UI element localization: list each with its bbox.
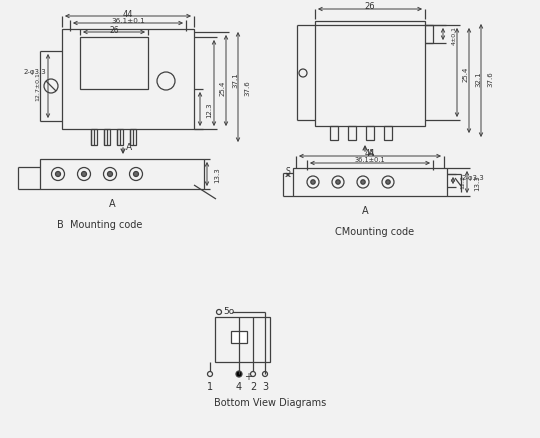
Circle shape bbox=[386, 180, 390, 185]
Text: 2: 2 bbox=[250, 381, 256, 391]
Circle shape bbox=[336, 180, 340, 185]
Text: A: A bbox=[126, 143, 132, 152]
Text: 37.6: 37.6 bbox=[487, 71, 493, 87]
Text: S: S bbox=[286, 167, 291, 176]
Text: A: A bbox=[362, 205, 368, 215]
Bar bbox=[293, 169, 447, 197]
Text: 32.1: 32.1 bbox=[475, 71, 481, 87]
Text: 2-φ3.3: 2-φ3.3 bbox=[462, 175, 484, 180]
Bar bbox=[91, 130, 97, 146]
Text: 26: 26 bbox=[364, 1, 375, 11]
Bar bbox=[215, 317, 270, 362]
Text: 25.4: 25.4 bbox=[220, 80, 226, 95]
Circle shape bbox=[56, 172, 60, 177]
Text: 36.1±0.1: 36.1±0.1 bbox=[111, 18, 145, 24]
Bar bbox=[384, 127, 392, 141]
Text: 36.1±0.1: 36.1±0.1 bbox=[355, 157, 386, 162]
Text: 12.3: 12.3 bbox=[206, 102, 212, 117]
Text: 12.7±0.1: 12.7±0.1 bbox=[36, 72, 40, 101]
Text: 44: 44 bbox=[364, 148, 375, 157]
Text: A: A bbox=[368, 148, 374, 157]
Bar bbox=[62, 30, 194, 130]
Text: 4: 4 bbox=[236, 381, 242, 391]
Bar bbox=[40, 159, 204, 190]
Text: 25.4: 25.4 bbox=[463, 66, 469, 81]
Circle shape bbox=[82, 172, 86, 177]
Bar bbox=[315, 22, 425, 127]
Bar bbox=[348, 127, 356, 141]
Text: A: A bbox=[109, 198, 116, 208]
Text: 37.6: 37.6 bbox=[244, 80, 250, 95]
Circle shape bbox=[361, 180, 365, 185]
Circle shape bbox=[311, 180, 315, 185]
Text: +: + bbox=[244, 371, 252, 381]
Text: Bottom View Diagrams: Bottom View Diagrams bbox=[214, 397, 326, 407]
Bar bbox=[330, 127, 338, 141]
Bar bbox=[130, 130, 136, 146]
Text: 1: 1 bbox=[207, 381, 213, 391]
Bar bbox=[231, 331, 247, 343]
Text: 26: 26 bbox=[109, 25, 119, 35]
Circle shape bbox=[236, 371, 242, 377]
Text: B  Mounting code: B Mounting code bbox=[57, 219, 143, 230]
Bar bbox=[80, 38, 148, 90]
Text: 13.3: 13.3 bbox=[474, 175, 480, 191]
Text: 4±0.1: 4±0.1 bbox=[451, 25, 456, 44]
Text: 13.3: 13.3 bbox=[214, 167, 220, 183]
Circle shape bbox=[133, 172, 138, 177]
Text: CMounting code: CMounting code bbox=[335, 226, 415, 237]
Text: 3: 3 bbox=[262, 381, 268, 391]
Bar bbox=[366, 127, 374, 141]
Text: 12.3: 12.3 bbox=[461, 175, 465, 188]
Text: 2-φ3.3: 2-φ3.3 bbox=[24, 69, 47, 75]
Bar bbox=[117, 130, 123, 146]
Text: 44: 44 bbox=[123, 10, 133, 18]
Text: 37.1: 37.1 bbox=[232, 72, 238, 88]
Text: 5o: 5o bbox=[223, 307, 234, 316]
Circle shape bbox=[107, 172, 112, 177]
Bar bbox=[104, 130, 110, 146]
